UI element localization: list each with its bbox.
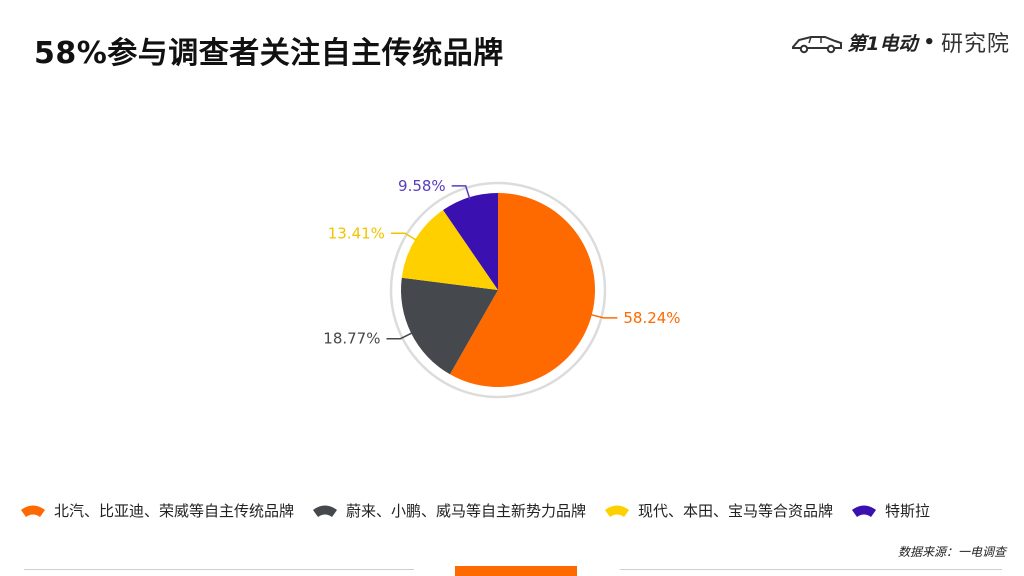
legend-swatch-icon <box>21 505 45 517</box>
legend-swatch-icon <box>605 505 630 517</box>
page-title: 58%参与调查者关注自主传统品牌 <box>34 36 504 71</box>
legend-label: 蔚来、小鹏、威马等自主新势力品牌 <box>346 502 587 520</box>
leader-line-tesla <box>451 185 471 200</box>
legend-label: 特斯拉 <box>885 502 931 520</box>
legend-label: 北汽、比亚迪、荣威等自主传统品牌 <box>54 502 295 520</box>
legend-label: 现代、本田、宝马等合资品牌 <box>638 502 834 520</box>
legend-item-new-domestic: 蔚来、小鹏、威马等自主新势力品牌 <box>312 500 586 521</box>
pie-data-labels: 58.24% 18.77% 13.41% 9.58% <box>323 177 680 348</box>
leader-line-new-domestic <box>386 331 414 340</box>
pie-slice-new-domestic <box>400 277 498 375</box>
pie-slice-joint-venture <box>401 210 498 290</box>
data-label-traditional-domestic: 58.24% <box>623 309 680 327</box>
legend-swatch-icon <box>313 505 338 517</box>
legend-item-traditional-domestic: 北汽、比亚迪、荣威等自主传统品牌 <box>20 500 294 521</box>
brand-separator: • <box>923 31 935 53</box>
pie-outer-ring <box>389 181 607 399</box>
pie-slice-traditional-domestic <box>449 193 595 388</box>
pie-leader-lines <box>386 185 618 340</box>
data-label-joint-venture: 13.41% <box>328 224 385 242</box>
leader-line-joint-venture <box>390 232 418 242</box>
legend-item-joint-venture: 现代、本田、宝马等合资品牌 <box>604 500 833 521</box>
legend-swatch-icon <box>852 505 877 517</box>
brand-subtitle: 研究院 <box>940 32 1010 57</box>
pie-chart: 58.24% 18.77% 13.41% 9.58% <box>323 177 681 399</box>
pie-slice-tesla <box>443 193 498 290</box>
car-icon <box>792 36 843 54</box>
data-label-tesla: 9.58% <box>398 177 446 195</box>
footer-divider-left <box>24 569 414 570</box>
footer-divider-right <box>620 569 1002 570</box>
data-label-new-domestic: 18.77% <box>323 330 380 348</box>
footer-accent-bar <box>455 566 577 576</box>
leader-line-traditional-domestic <box>589 313 618 319</box>
data-source: 数据来源：一电调查 <box>897 545 1006 559</box>
pie-slices <box>400 193 595 388</box>
legend-item-tesla: 特斯拉 <box>851 500 930 521</box>
chart-legend: 北汽、比亚迪、荣威等自主传统品牌 蔚来、小鹏、威马等自主新势力品牌 现代、本田、宝马… <box>20 500 948 521</box>
brand-name: 第1电动 <box>847 32 918 55</box>
brand-logo: 第1电动 • 研究院 <box>791 26 1010 58</box>
